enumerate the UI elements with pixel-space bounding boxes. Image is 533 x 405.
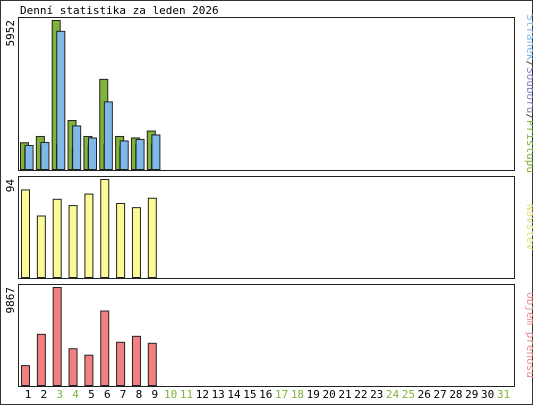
panels-group: 5952Stránek/Souborů/Přístupů94Návštěv986… [4,14,533,387]
bar-visits-6 [100,179,110,278]
y-max-label-hits: 5952 [4,20,17,47]
x-tick-label-day-10: 10 [164,388,177,401]
x-tick-label-day-5: 5 [88,388,95,401]
legend-part-hits-1: / [524,60,533,67]
bar-hits-Stránek-8 [135,138,145,170]
x-tick-label-day-12: 12 [196,388,209,401]
x-tick-label-day-24: 24 [386,388,400,401]
x-tick-label-day-8: 8 [136,388,143,401]
x-tick-label-day-27: 27 [433,388,446,401]
x-tick-label-day-14: 14 [227,388,241,401]
chart-title: Denní statistika za leden 2026 [20,4,219,17]
bar-hits-Stránek-4 [72,125,82,171]
x-tick-label-day-15: 15 [243,388,256,401]
x-tick-label-day-3: 3 [56,388,63,401]
bar-visits-9 [147,197,157,278]
legend-visits: Návštěv [524,204,533,251]
x-tick-label-day-23: 23 [370,388,383,401]
x-tick-label-day-19: 19 [307,388,320,401]
x-tick-label-day-30: 30 [481,388,494,401]
x-tick-label-day-31: 31 [497,388,510,401]
x-tick-label-day-29: 29 [465,388,478,401]
bar-volume-9 [147,342,157,386]
x-tick-label-day-9: 9 [151,388,158,401]
bar-volume-6 [100,310,110,387]
bar-hits-Stránek-1 [24,144,34,170]
bar-hits-Stránek-7 [119,140,129,171]
bar-visits-2 [36,215,46,279]
x-tick-label-day-7: 7 [120,388,127,401]
bar-volume-7 [116,341,126,386]
legend-part-volume-0: Objem přenosu [524,292,533,378]
bar-visits-4 [68,205,78,278]
panel-volume: 9867 Objem přenosu [4,284,533,387]
legend-part-hits-3: / [524,113,533,120]
bar-volume-2 [36,333,46,386]
legend-part-hits-2: Souborů [524,67,533,113]
bar-hits-Stránek-9 [151,134,161,170]
x-tick-label-day-25: 25 [402,388,415,401]
x-tick-label-day-20: 20 [323,388,336,401]
bar-visits-8 [131,207,141,279]
bar-visits-5 [84,193,94,279]
y-max-label-volume: 9867 [4,287,17,314]
x-axis-day-labels: 1 2 3 4 5 6 7 8 9 10 11 12 13 14 15 16 17 18 19 20 21 22 23 24 2… [25,388,510,401]
legend-part-hits-0: Stránek [524,14,533,61]
bar-volume-5 [84,354,94,386]
legend-part-visits-0: Návštěv [524,204,533,251]
x-tick-label-day-2: 2 [41,388,48,401]
bar-volume-1 [21,365,30,386]
bar-hits-Stránek-3 [56,30,66,171]
legend-volume: Objem přenosu [524,292,533,378]
bar-hits-Stránek-5 [88,137,97,170]
bar-hits-Stránek-6 [103,101,113,170]
bar-visits-1 [21,189,30,279]
panel-visits: 94 Návštěv [4,176,533,279]
x-tick-label-day-6: 6 [104,388,111,401]
x-tick-label-day-22: 22 [354,388,367,401]
x-tick-label-day-28: 28 [449,388,462,401]
x-tick-label-day-17: 17 [275,388,288,401]
x-tick-label-day-11: 11 [180,388,193,401]
legend-hits: Stránek/Souborů/Přístupů [524,14,533,173]
x-tick-label-day-16: 16 [259,388,272,401]
bar-volume-8 [131,335,141,386]
x-tick-label-day-1: 1 [25,388,32,401]
x-tick-label-day-26: 26 [418,388,431,401]
bar-hits-Stránek-2 [40,141,50,171]
x-tick-label-day-18: 18 [291,388,304,401]
y-max-label-visits: 94 [4,179,17,193]
bar-visits-7 [116,202,126,279]
legend-part-hits-4: Přístupů [524,120,533,173]
x-tick-label-day-13: 13 [212,388,225,401]
bar-volume-4 [68,348,78,387]
x-tick-label-day-21: 21 [338,388,351,401]
x-tick-label-day-4: 4 [72,388,79,401]
bar-visits-3 [52,198,62,279]
bar-volume-3 [52,287,62,386]
